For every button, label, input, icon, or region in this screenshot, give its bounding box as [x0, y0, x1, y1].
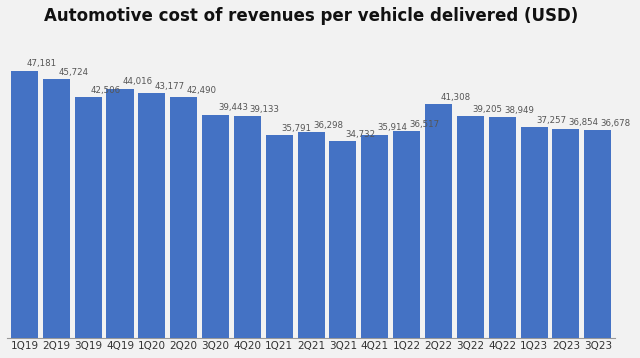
Title: Automotive cost of revenues per vehicle delivered (USD): Automotive cost of revenues per vehicle … [44, 7, 578, 25]
Text: 39,133: 39,133 [250, 105, 280, 114]
Bar [330, 141, 356, 338]
Text: 39,205: 39,205 [473, 105, 503, 114]
Bar [106, 89, 134, 338]
Bar [425, 104, 452, 338]
Bar [202, 115, 229, 338]
Text: 37,257: 37,257 [536, 116, 566, 125]
Bar [138, 93, 165, 338]
Bar [361, 135, 388, 338]
Text: 36,517: 36,517 [409, 120, 439, 129]
Bar [234, 116, 261, 338]
Bar [11, 71, 38, 338]
Text: 41,308: 41,308 [441, 93, 471, 102]
Text: 38,949: 38,949 [504, 106, 534, 115]
Text: 36,854: 36,854 [568, 118, 598, 127]
Text: 36,678: 36,678 [600, 119, 630, 128]
Bar [584, 130, 611, 338]
Text: 44,016: 44,016 [122, 77, 152, 86]
Bar [520, 127, 548, 338]
Text: 35,791: 35,791 [282, 124, 312, 133]
Bar [552, 129, 579, 338]
Bar [170, 97, 197, 338]
Text: 42,506: 42,506 [90, 86, 121, 95]
Text: 35,914: 35,914 [377, 124, 407, 132]
Bar [75, 97, 102, 338]
Bar [393, 131, 420, 338]
Text: 42,490: 42,490 [186, 86, 216, 95]
Text: 45,724: 45,724 [59, 68, 89, 77]
Text: 43,177: 43,177 [154, 82, 184, 91]
Text: 36,298: 36,298 [314, 121, 344, 130]
Bar [298, 132, 324, 338]
Bar [457, 116, 484, 338]
Text: 39,443: 39,443 [218, 103, 248, 112]
Bar [266, 135, 292, 338]
Bar [43, 79, 70, 338]
Bar [489, 117, 516, 338]
Text: 34,732: 34,732 [346, 130, 376, 139]
Text: 47,181: 47,181 [27, 59, 57, 68]
